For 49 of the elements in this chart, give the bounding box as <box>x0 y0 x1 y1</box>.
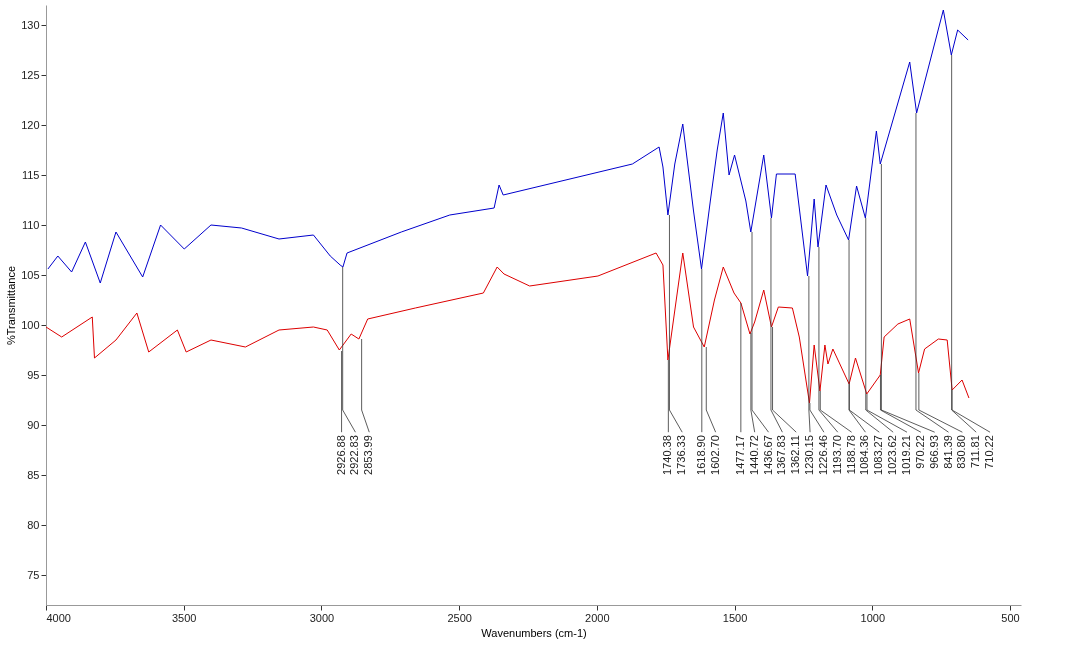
annotation: 711.81 <box>969 435 982 469</box>
annotation: 830.80 <box>955 435 968 469</box>
y-tick-label: 115 <box>21 168 40 181</box>
y-tick-label: 120 <box>21 118 40 131</box>
annotation: 2926.88 <box>334 435 347 475</box>
x-tick-label: 1500 <box>722 611 748 624</box>
x-axis-title: Wavenumbers (cm-1) <box>481 626 587 639</box>
y-tick-label: 75 <box>27 568 40 581</box>
y-tick-label: 90 <box>27 418 40 431</box>
annotation: 1083.27 <box>872 435 885 475</box>
annotation: 1023.62 <box>886 435 899 475</box>
annotation: 1602.70 <box>708 435 721 475</box>
annotation: 1188.78 <box>844 435 857 475</box>
annotation: 1440.72 <box>747 435 760 475</box>
annotation: 1084.36 <box>858 435 871 475</box>
annotation: 1367.83 <box>775 435 788 475</box>
x-tick-label: 2500 <box>447 611 472 624</box>
y-tick-label: 105 <box>21 268 40 281</box>
x-tick-label: 4000 <box>46 611 71 624</box>
x-tick-label: 3500 <box>171 611 197 624</box>
annotation: 1740.38 <box>661 435 674 475</box>
annotation: 2922.83 <box>348 435 361 475</box>
x-tick-label: 3000 <box>309 611 335 624</box>
x-tick-label: 500 <box>1001 611 1020 624</box>
y-tick-label: 95 <box>27 368 40 381</box>
annotation: 970.22 <box>913 435 926 469</box>
y-tick-label: 125 <box>21 68 40 81</box>
annotation: 966.93 <box>927 435 940 469</box>
annotation: 1736.33 <box>675 435 688 475</box>
annotation: 1436.67 <box>761 435 774 475</box>
annotation: 1226.46 <box>816 435 829 475</box>
annotation: 1019.21 <box>899 435 912 475</box>
annotation: 1618.90 <box>694 435 707 475</box>
line-series <box>47 9 969 284</box>
y-tick-label: 85 <box>27 468 40 481</box>
annotation: 841.39 <box>941 435 954 469</box>
annotation: 1477.17 <box>733 435 746 475</box>
y-tick-label: 130 <box>21 18 40 31</box>
annotation: 1362.11 <box>789 435 802 475</box>
y-axis-title: %Transmittance <box>5 265 18 346</box>
y-tick-label: 110 <box>21 218 40 231</box>
annotation: 1193.70 <box>830 435 843 475</box>
annotation: 2853.99 <box>362 435 375 475</box>
y-tick-label: 100 <box>21 318 40 331</box>
x-tick-label: 1000 <box>860 611 886 624</box>
annotation: 710.22 <box>983 435 996 469</box>
x-tick-label: 2000 <box>585 611 610 624</box>
annotation: 1230.15 <box>803 435 816 475</box>
y-tick-label: 80 <box>27 518 40 531</box>
